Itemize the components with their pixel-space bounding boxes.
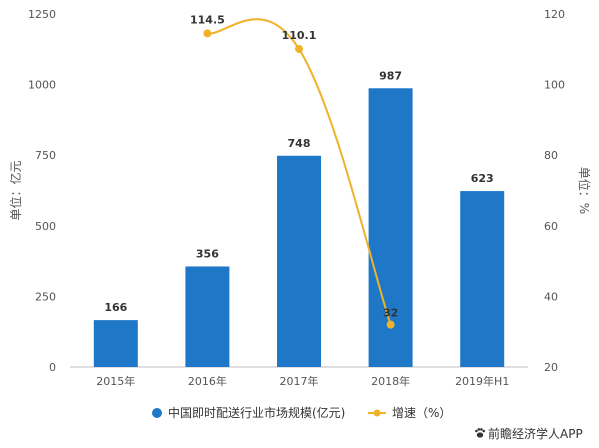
legend-line-marker-dot — [373, 409, 381, 417]
legend-bar-label: 中国即时配送行业市场规模(亿元) — [168, 405, 345, 420]
bar-value-label: 623 — [471, 172, 494, 185]
y2-tick-label: 100 — [544, 79, 565, 92]
bar — [277, 155, 321, 367]
y2-tick-label: 60 — [544, 220, 558, 233]
bar-value-label: 987 — [379, 69, 402, 82]
x-tick-label: 2018年 — [371, 374, 410, 388]
y-tick-label: 1000 — [28, 79, 56, 92]
bar — [460, 191, 505, 367]
y-tick-label: 250 — [35, 290, 56, 303]
growth-point — [295, 44, 303, 53]
bar — [368, 88, 413, 367]
y-tick-label: 0 — [49, 361, 56, 374]
credit-text: 前瞻经济学人APP — [488, 426, 583, 441]
paw-icon — [475, 428, 486, 438]
y-tick-label: 1250 — [28, 8, 56, 21]
x-tick-label: 2017年 — [280, 374, 319, 388]
growth-value-label: 114.5 — [190, 13, 225, 26]
y2-tick-label: 20 — [544, 361, 558, 374]
y-tick-label: 750 — [35, 149, 56, 162]
bar-value-label: 356 — [196, 247, 219, 260]
y2-tick-label: 40 — [544, 290, 558, 303]
bar-value-label: 748 — [288, 137, 311, 150]
growth-series-line — [207, 18, 392, 325]
legend-bar-marker — [152, 408, 162, 418]
y2-tick-label: 120 — [544, 8, 565, 21]
x-tick-label: 2015年 — [96, 374, 135, 388]
growth-value-label: 110.1 — [282, 29, 317, 42]
y-tick-label: 500 — [35, 220, 56, 233]
y-axis-title: 单位：亿元 — [8, 160, 23, 220]
growth-value-label: 32 — [383, 307, 398, 320]
legend: 中国即时配送行业市场规模(亿元) 增速（%） — [152, 405, 451, 420]
y2-tick-label: 80 — [544, 149, 558, 162]
growth-point — [386, 320, 395, 329]
plot-area: 0 250 500 750 1000 1250 20 40 60 80 100 120 单位：亿元 单位：… — [8, 8, 592, 388]
bar — [93, 320, 138, 367]
bar-value-label: 166 — [104, 301, 127, 314]
growth-point — [203, 29, 212, 38]
credit: 前瞻经济学人APP — [475, 426, 583, 441]
y2-axis-title: 单位：% — [577, 167, 592, 214]
x-tick-label: 2016年 — [188, 374, 227, 388]
legend-line-label: 增速（%） — [392, 406, 451, 420]
bar — [185, 266, 230, 367]
x-tick-label: 2019年H1 — [455, 374, 509, 388]
